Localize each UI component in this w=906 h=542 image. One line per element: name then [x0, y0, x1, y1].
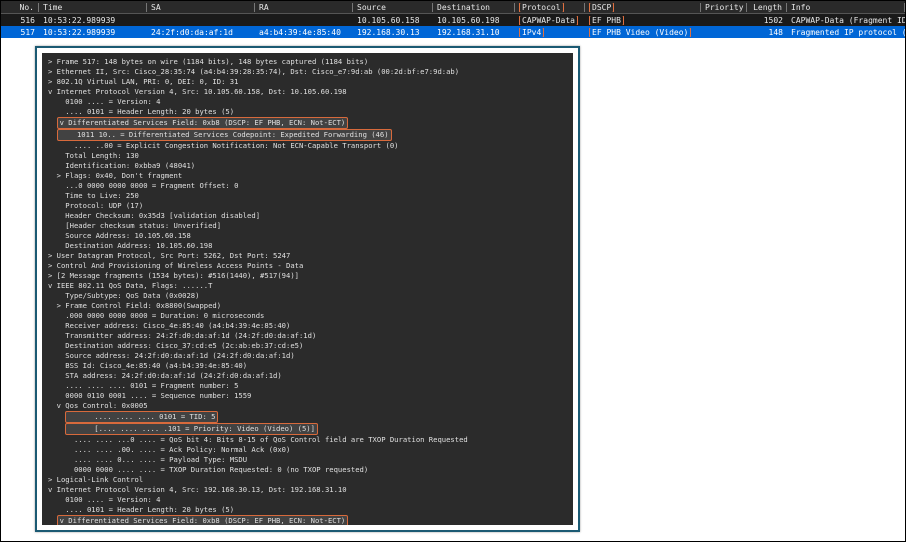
col-sa[interactable]: SA — [147, 3, 255, 12]
tree-line[interactable]: .... .... .... 0101 = Fragment number: 5 — [48, 381, 567, 391]
tree-line[interactable]: > User Datagram Protocol, Src Port: 5262… — [48, 251, 567, 261]
tree-line[interactable]: 1011 10.. = Differentiated Services Code… — [48, 129, 567, 141]
cell-length: 148 — [747, 28, 787, 37]
cell-sa: 24:2f:d0:da:af:1d — [147, 28, 255, 37]
cell-protocol: IPv4 — [515, 28, 585, 37]
col-info[interactable]: Info — [787, 3, 905, 12]
tree-line[interactable]: .... 0101 = Header Length: 20 bytes (5) — [48, 505, 567, 515]
col-source[interactable]: Source — [353, 3, 433, 12]
tree-line[interactable]: ...0 0000 0000 0000 = Fragment Offset: 0 — [48, 181, 567, 191]
cell-protocol: CAPWAP-Data — [515, 16, 585, 25]
tree-line[interactable]: Identification: 0xbba9 (48041) — [48, 161, 567, 171]
tree-line[interactable]: .... .... ...0 .... = QoS bit 4: Bits 8-… — [48, 435, 567, 445]
tree-line[interactable]: 0100 .... = Version: 4 — [48, 495, 567, 505]
tree-line[interactable]: Header Checksum: 0x35d3 [validation disa… — [48, 211, 567, 221]
col-priority[interactable]: Priority — [701, 3, 747, 12]
cell-info: CAPWAP-Data (Fragment ID: — [787, 16, 905, 25]
tree-line[interactable]: > [2 Message fragments (1534 bytes): #51… — [48, 271, 567, 281]
col-dscp[interactable]: DSCP — [585, 3, 701, 12]
col-length[interactable]: Length — [747, 3, 787, 12]
tree-line[interactable]: > 802.1Q Virtual LAN, PRI: 0, DEI: 0, ID… — [48, 77, 567, 87]
tree-line[interactable]: Source Address: 10.105.60.158 — [48, 231, 567, 241]
tree-line[interactable]: Receiver address: Cisco_4e:85:40 (a4:b4:… — [48, 321, 567, 331]
table-row[interactable]: 517 10:53:22.989939 24:2f:d0:da:af:1d a4… — [1, 26, 905, 38]
tree-line[interactable]: > Ethernet II, Src: Cisco_28:35:74 (a4:b… — [48, 67, 567, 77]
tree-line[interactable]: Source address: 24:2f:d0:da:af:1d (24:2f… — [48, 351, 567, 361]
tree-line[interactable]: [Header checksum status: Unverified] — [48, 221, 567, 231]
cell-destination: 192.168.31.10 — [433, 28, 515, 37]
cell-time: 10:53:22.989939 — [39, 16, 147, 25]
tree-line[interactable]: .... .... .00. .... = Ack Policy: Normal… — [48, 445, 567, 455]
tree-line[interactable]: Type/Subtype: QoS Data (0x0028) — [48, 291, 567, 301]
cell-length: 1502 — [747, 16, 787, 25]
cell-dscp: EF PHB — [585, 16, 701, 25]
tree-line[interactable]: 0000 0110 0001 .... = Sequence number: 1… — [48, 391, 567, 401]
tree-line[interactable]: v Internet Protocol Version 4, Src: 10.1… — [48, 87, 567, 97]
cell-info: Fragmented IP protocol (p — [787, 28, 905, 37]
tree-line[interactable]: > Logical-Link Control — [48, 475, 567, 485]
tree-line[interactable]: > Frame 517: 148 bytes on wire (1184 bit… — [48, 57, 567, 67]
tree-line[interactable]: Transmitter address: 24:2f:d0:da:af:1d (… — [48, 331, 567, 341]
packet-list: 516 10:53:22.989939 10.105.60.158 10.105… — [1, 14, 905, 38]
tree-line[interactable]: > Frame Control Field: 0x8800(Swapped) — [48, 301, 567, 311]
tree-line[interactable]: [.... .... .... .101 = Priority: Video (… — [48, 423, 567, 435]
tree-line[interactable]: .... .... 0... .... = Payload Type: MSDU — [48, 455, 567, 465]
tree-line[interactable]: .000 0000 0000 0000 = Duration: 0 micros… — [48, 311, 567, 321]
packet-detail-tree[interactable]: > Frame 517: 148 bytes on wire (1184 bit… — [42, 53, 573, 525]
tree-line[interactable]: STA address: 24:2f:d0:da:af:1d (24:2f:d0… — [48, 371, 567, 381]
tree-line[interactable]: Destination Address: 10.105.60.198 — [48, 241, 567, 251]
tree-line[interactable]: v IEEE 802.11 QoS Data, Flags: ......T — [48, 281, 567, 291]
tree-line[interactable]: Protocol: UDP (17) — [48, 201, 567, 211]
cell-no: 517 — [1, 28, 39, 37]
col-no[interactable]: No. — [1, 3, 39, 12]
cell-no: 516 — [1, 16, 39, 25]
col-ra[interactable]: RA — [255, 3, 353, 12]
tree-line[interactable]: v Differentiated Services Field: 0xb8 (D… — [48, 117, 567, 129]
tree-line[interactable]: 0000 0000 .... .... = TXOP Duration Requ… — [48, 465, 567, 475]
cell-time: 10:53:22.989939 — [39, 28, 147, 37]
tree-line[interactable]: .... .... .... 0101 = TID: 5 — [48, 411, 567, 423]
tree-line[interactable]: Destination address: Cisco_37:cd:e5 (2c:… — [48, 341, 567, 351]
cell-source: 192.168.30.13 — [353, 28, 433, 37]
tree-line[interactable]: .... 0101 = Header Length: 20 bytes (5) — [48, 107, 567, 117]
tree-line[interactable]: v Qos Control: 0x0005 — [48, 401, 567, 411]
cell-source: 10.105.60.158 — [353, 16, 433, 25]
packet-detail-panel: > Frame 517: 148 bytes on wire (1184 bit… — [35, 46, 580, 532]
tree-line[interactable]: 0100 .... = Version: 4 — [48, 97, 567, 107]
tree-line[interactable]: Time to Live: 250 — [48, 191, 567, 201]
col-protocol[interactable]: Protocol — [515, 3, 585, 12]
col-destination[interactable]: Destination — [433, 3, 515, 12]
cell-dscp: EF PHB Video (Video) — [585, 28, 701, 37]
tree-line[interactable]: > Flags: 0x40, Don't fragment — [48, 171, 567, 181]
col-time[interactable]: Time — [39, 3, 147, 12]
tree-line[interactable]: .... ..00 = Explicit Congestion Notifica… — [48, 141, 567, 151]
tree-line[interactable]: > Control And Provisioning of Wireless A… — [48, 261, 567, 271]
tree-line[interactable]: BSS Id: Cisco_4e:85:40 (a4:b4:39:4e:85:4… — [48, 361, 567, 371]
cell-destination: 10.105.60.198 — [433, 16, 515, 25]
tree-line[interactable]: Total Length: 130 — [48, 151, 567, 161]
cell-ra: a4:b4:39:4e:85:40 — [255, 28, 353, 37]
packet-list-header: No. Time SA RA Source Destination Protoc… — [1, 1, 905, 14]
tree-line[interactable]: v Differentiated Services Field: 0xb8 (D… — [48, 515, 567, 525]
tree-line[interactable]: v Internet Protocol Version 4, Src: 192.… — [48, 485, 567, 495]
table-row[interactable]: 516 10:53:22.989939 10.105.60.158 10.105… — [1, 14, 905, 26]
